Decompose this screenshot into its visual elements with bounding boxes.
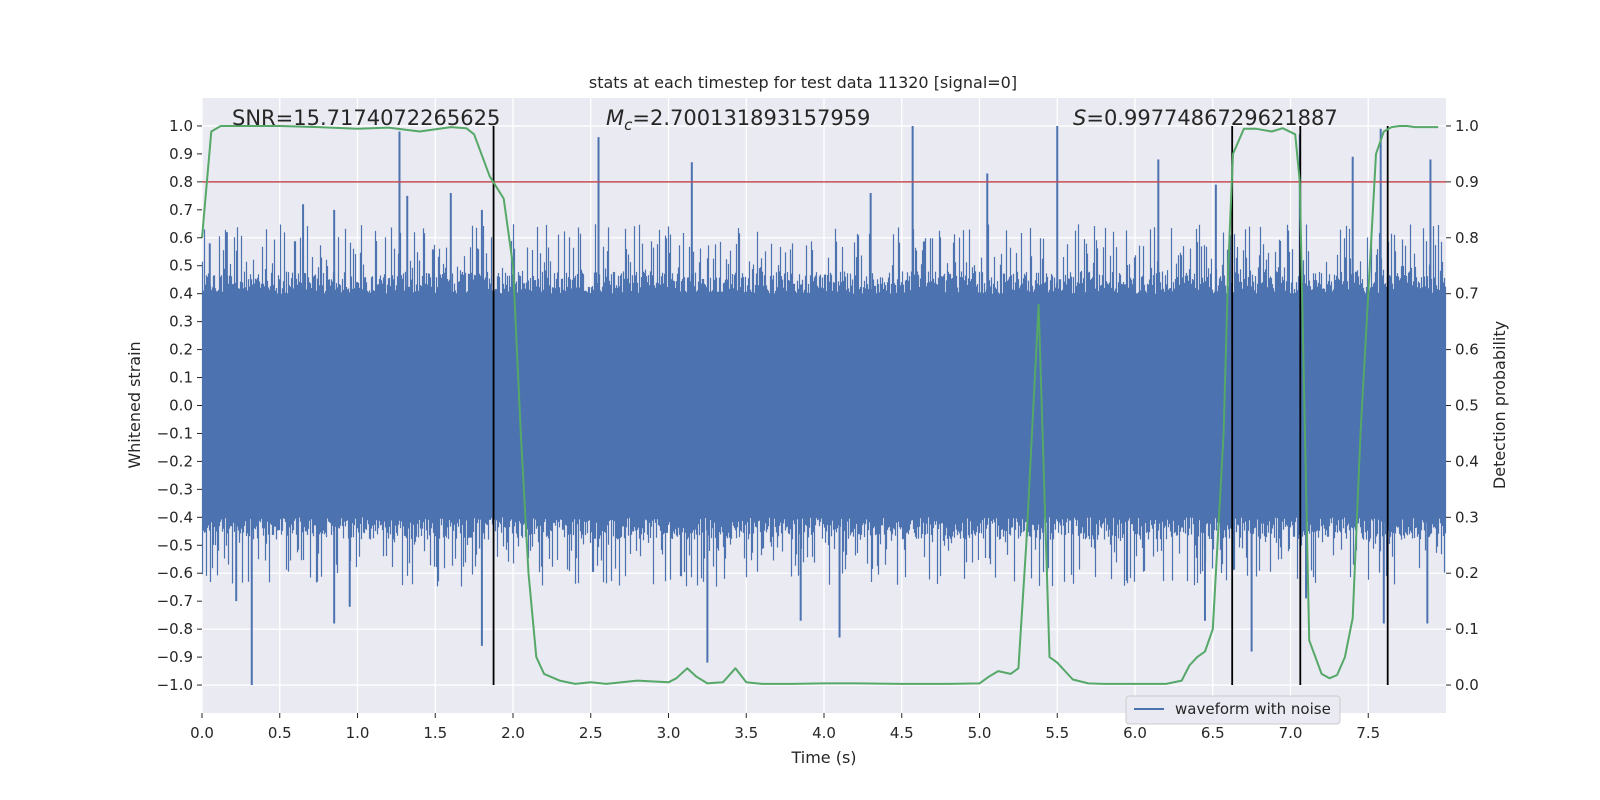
x-tick-label: 1.5 [423,724,447,742]
y-tick-label: −0.7 [157,592,193,610]
chirp-mass-symbol: M [606,106,624,130]
y-tick-label: −0.3 [157,480,193,498]
y2-tick-label: 0.1 [1455,620,1479,638]
y-tick-label: −1.0 [157,676,193,694]
y2-tick-label: 0.6 [1455,341,1479,359]
x-tick-label: 7.0 [1279,724,1303,742]
y-tick-label: 0.3 [169,313,193,331]
y2-axis-label: Detection probability [1490,321,1509,489]
y-tick-label: −0.1 [157,424,193,442]
legend-box [1125,695,1341,725]
x-tick-label: 0.5 [268,724,292,742]
y-tick-label: 0.7 [169,201,193,219]
y2-tick-label: 0.8 [1455,229,1479,247]
x-tick-label: 5.0 [968,724,992,742]
y-tick-label: 0.5 [169,257,193,275]
x-tick-label: 3.0 [657,724,681,742]
y-tick-label: −0.5 [157,536,193,554]
snr-annotation: SNR=15.7174072265625 [232,106,500,130]
y-tick-label: −0.9 [157,648,193,666]
waveform-noise-path [201,224,1447,587]
y-axis-ticks: −1.0 −0.9 −0.8 −0.7 −0.6 −0.5 −0.4 −0.3 −0.2 −0.1… [157,117,202,694]
chart-title: stats at each timestep for test data 113… [589,73,1017,92]
y-tick-label: 0.6 [169,229,193,247]
x-axis-ticks: 0.0 0.5 1.0 1.5 2.0 2.5 3.0 3.5 4.0 4.5 5.0 5.5 6.0 6… [190,713,1380,742]
score-value: =0.9977486729621887 [1086,106,1337,130]
x-tick-label: 2.5 [579,724,603,742]
y-tick-label: −0.6 [157,564,193,582]
y2-tick-label: 0.2 [1455,564,1479,582]
y-tick-label: 0.9 [169,145,193,163]
y2-tick-label: 0.4 [1455,452,1479,470]
y-tick-label: 0.4 [169,285,193,303]
y2-tick-label: 0.9 [1455,173,1479,191]
legend: waveform with noise [1125,695,1341,725]
detection-probability-line [201,125,1439,685]
y2-tick-label: 0.0 [1455,676,1479,694]
y2-tick-label: 0.3 [1455,508,1479,526]
y-tick-label: 0.1 [169,369,193,387]
y2-tick-label: 1.0 [1455,117,1479,135]
x-tick-label: 6.0 [1123,724,1147,742]
x-axis-label: Time (s) [790,748,856,767]
y-tick-label: 1.0 [169,117,193,135]
chirp-mass-annotation: Mc=2.700131893157959 [606,106,870,134]
score-annotation: S=0.9977486729621887 [1073,106,1338,130]
score-symbol: S [1073,106,1086,130]
y-tick-label: −0.4 [157,508,193,526]
detection-probability-series [201,125,1439,685]
x-tick-label: 1.0 [346,724,370,742]
y2-tick-label: 0.7 [1455,285,1479,303]
y2-axis-ticks: 0.0 0.1 0.2 0.3 0.4 0.5 0.6 0.7 0.8 0.9 1.0 [1446,117,1479,694]
y2-tick-label: 0.5 [1455,397,1479,415]
x-tick-label: 6.5 [1201,724,1225,742]
x-tick-label: 5.5 [1045,724,1069,742]
y-tick-label: −0.8 [157,620,193,638]
chirp-mass-value: =2.700131893157959 [632,106,870,130]
chirp-mass-subscript: c [624,116,633,134]
x-tick-label: 3.5 [734,724,758,742]
y-tick-label: 0.2 [169,341,193,359]
y-tick-label: 0.0 [169,397,193,415]
x-tick-label: 7.5 [1356,724,1380,742]
x-tick-label: 4.0 [812,724,836,742]
x-tick-label: 4.5 [890,724,914,742]
y-tick-label: −0.2 [157,452,193,470]
x-tick-label: 2.0 [501,724,525,742]
x-tick-label: 0.0 [190,724,214,742]
y-tick-label: 0.8 [169,173,193,191]
y-axis-label: Whitened strain [125,341,144,468]
legend-label: waveform with noise [1175,700,1331,718]
